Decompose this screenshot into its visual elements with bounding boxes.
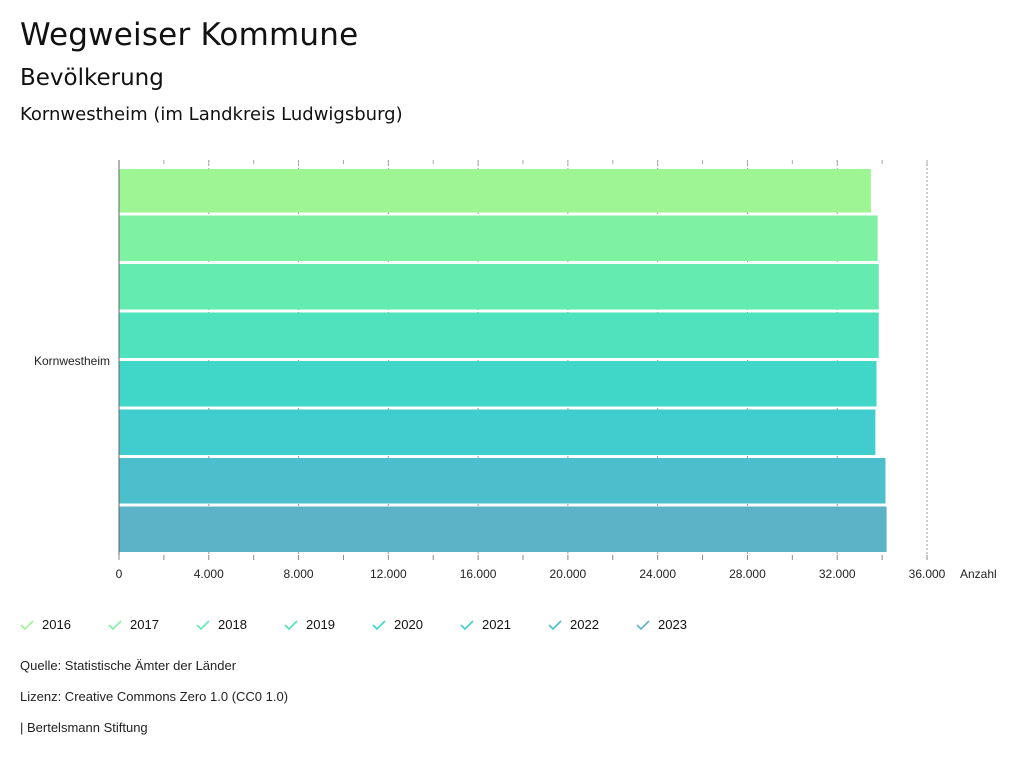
- bar-2023: [119, 506, 887, 552]
- legend-item-2016[interactable]: 2016: [20, 617, 108, 632]
- page-title: Wegweiser Kommune: [20, 17, 359, 53]
- check-icon: [548, 619, 562, 630]
- bar-2019: [119, 312, 879, 358]
- legend-item-2017[interactable]: 2017: [108, 617, 196, 632]
- bar-2021: [119, 409, 876, 455]
- check-icon: [284, 619, 298, 630]
- legend-label: 2023: [658, 617, 687, 632]
- x-tick-label: 0: [116, 567, 123, 581]
- check-icon: [20, 619, 34, 630]
- category-label: Kornwestheim: [34, 354, 110, 368]
- legend-label: 2022: [570, 617, 599, 632]
- legend-label: 2019: [306, 617, 335, 632]
- x-tick-label: 32.000: [819, 567, 856, 581]
- check-icon: [196, 619, 210, 630]
- x-tick-label: 4.000: [194, 567, 224, 581]
- legend-item-2019[interactable]: 2019: [284, 617, 372, 632]
- legend-label: 2021: [482, 617, 511, 632]
- bar-2016: [119, 169, 871, 213]
- region-title: Kornwestheim (im Landkreis Ludwigsburg): [20, 104, 403, 125]
- chart-legend: 2016 2017 2018 2019 2020 2021 2022 2023: [20, 617, 724, 632]
- x-tick-label: 12.000: [370, 567, 407, 581]
- x-axis-label: Anzahl: [960, 567, 997, 581]
- x-tick-label: 16.000: [460, 567, 497, 581]
- check-icon: [460, 619, 474, 630]
- license-note[interactable]: Lizenz: Creative Commons Zero 1.0 (CC0 1…: [20, 689, 289, 704]
- legend-item-2023[interactable]: 2023: [636, 617, 724, 632]
- legend-label: 2018: [218, 617, 247, 632]
- legend-item-2020[interactable]: 2020: [372, 617, 460, 632]
- credit-note[interactable]: | Bertelsmann Stiftung: [20, 720, 148, 735]
- legend-item-2021[interactable]: 2021: [460, 617, 548, 632]
- bar-chart: Kornwestheim 0 4.000 8.000 12.000 16.000 20.00…: [34, 160, 997, 581]
- check-icon: [108, 619, 122, 630]
- legend-label: 2017: [130, 617, 159, 632]
- x-tick-label: 8.000: [284, 567, 314, 581]
- legend-label: 2016: [42, 617, 71, 632]
- bar-2022: [119, 458, 886, 504]
- legend-label: 2020: [394, 617, 423, 632]
- bar-2018: [119, 264, 879, 310]
- x-tick-label: 28.000: [729, 567, 766, 581]
- x-tick-label: 24.000: [639, 567, 676, 581]
- legend-item-2018[interactable]: 2018: [196, 617, 284, 632]
- check-icon: [636, 619, 650, 630]
- x-tick-label: 36.000: [909, 567, 946, 581]
- bar-2017: [119, 215, 878, 261]
- legend-item-2022[interactable]: 2022: [548, 617, 636, 632]
- source-note: Quelle: Statistische Ämter der Länder: [20, 658, 237, 673]
- bar-2020: [119, 361, 877, 407]
- check-icon: [372, 619, 386, 630]
- page-subtitle: Bevölkerung: [20, 65, 164, 91]
- x-tick-label: 20.000: [550, 567, 587, 581]
